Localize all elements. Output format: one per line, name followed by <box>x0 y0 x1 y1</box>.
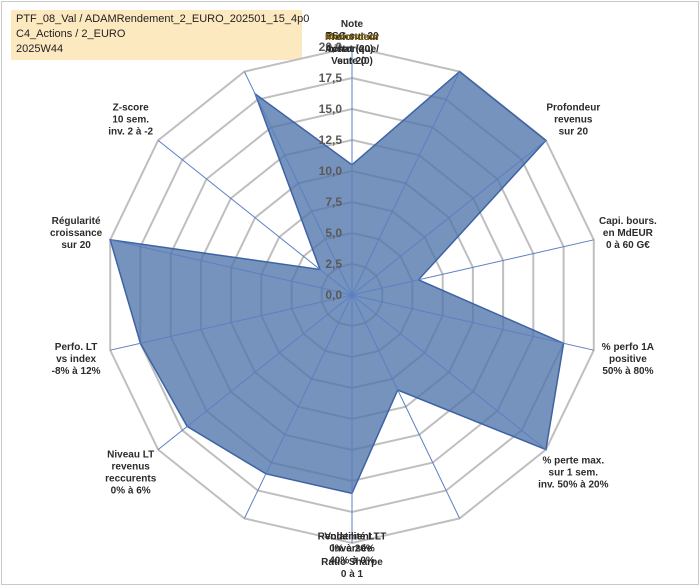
axis-label-2-line-2: sur 20 <box>559 127 589 138</box>
axis-spoke-11 <box>110 239 353 296</box>
axis-label-12: Z-score 10 sem. inv. 2 à -2 <box>108 103 153 138</box>
axis-label-13-line-1: Achat (20) / <box>325 44 379 55</box>
axis-label-3-line-2: 0 à 60 G€ <box>606 240 650 251</box>
axis-label-4-line-2: 50% à 80% <box>602 366 653 377</box>
axis-label-4: % perfo 1A positive 50% à 80% <box>602 342 654 377</box>
axis-label-5: % perte max. sur 1 sem. inv. 50% à 20% <box>538 455 609 490</box>
axis-label-2-line-0: Profondeur <box>546 103 600 114</box>
axis-spoke-12 <box>157 140 353 296</box>
axis-spoke-1 <box>351 71 461 296</box>
axis-spoke-6 <box>351 294 461 519</box>
axis-label-5-line-0: % perte max. <box>542 455 604 466</box>
axis-label-9-line-0: Niveau LT <box>107 449 154 460</box>
tick-label-2: 5,0 <box>325 226 342 240</box>
axis-label-0: Note ESG sur 20 <box>325 19 379 42</box>
tick-label-5: 12,5 <box>319 133 343 147</box>
chart-title-box: PTF_08_Val / ADAMRendement_2_EURO_202501… <box>11 10 309 60</box>
axis-label-7: Ratio Sharpe 0 à 1 <box>321 557 383 580</box>
tick-label-4: 10,0 <box>319 164 343 178</box>
axis-label-13: Momentum Achat (20) / Vente (0) <box>325 32 379 67</box>
axis-label-8: Rendement LT 0% à 20% <box>318 531 387 554</box>
axis-label-11-line-0: Régularité <box>52 216 101 227</box>
axis-label-3-line-0: Capi. bours. <box>599 216 657 227</box>
axis-label-0-line-0: Note <box>341 19 364 30</box>
axis-spoke-9 <box>157 294 353 450</box>
axis-label-6-line-2: 40% à 0% <box>329 555 375 566</box>
axis-label-13-line-2: Vente (0) <box>331 56 373 67</box>
axis-label-11-line-2: sur 20 <box>61 240 91 251</box>
axis-spoke-2 <box>351 140 547 296</box>
axis-label-8-line-1: 0% à 20% <box>329 543 375 554</box>
axis-label-6: Volatilité LT inversée 40% à 0% <box>324 531 379 566</box>
axis-label-5-line-1: sur 1 sem. <box>549 467 599 478</box>
axis-label-9-line-3: 0% à 6% <box>111 485 151 496</box>
axis-label-6-line-0: Volatilité LT <box>324 531 379 542</box>
axis-label-3-line-1: en MdEUR <box>603 228 654 239</box>
axis-spoke-8 <box>243 294 353 519</box>
axis-label-1-line-0: Profondeur <box>325 32 379 43</box>
tick-label-0: 0,0 <box>325 288 342 302</box>
axis-label-12-line-2: inv. 2 à -2 <box>108 127 153 138</box>
axis-spoke-5 <box>351 294 547 450</box>
axis-label-1: Profondeur historique sur 20 <box>325 32 379 67</box>
tick-label-3: 7,5 <box>325 195 342 209</box>
axis-label-1-line-1: historique <box>328 44 377 55</box>
axis-label-6-line-1: inversée <box>332 543 373 554</box>
axis-label-9: Niveau LT revenus reccurents 0% à 6% <box>105 449 157 496</box>
axis-label-12-line-1: 10 sem. <box>112 115 149 126</box>
axis-label-7-line-1: 0 à 1 <box>341 569 364 580</box>
axis-label-4-line-1: positive <box>609 354 647 365</box>
tick-label-7: 17,5 <box>319 71 343 85</box>
axis-spoke-13 <box>243 71 353 296</box>
axis-label-2: Profondeur revenus sur 20 <box>546 103 600 138</box>
axis-label-10-line-1: vs index <box>56 354 96 365</box>
tick-label-8: 20,0 <box>319 40 343 54</box>
tick-label-6: 15,0 <box>319 102 343 116</box>
axis-label-13-line-0: Momentum <box>325 32 378 43</box>
axis-label-11: Régularité croissance sur 20 <box>50 216 103 251</box>
axis-label-2-line-1: revenus <box>554 115 593 126</box>
axis-label-8-line-0: Rendement LT <box>318 531 387 542</box>
axis-spoke-3 <box>351 239 594 296</box>
axis-label-10-line-0: Perfo. LT <box>55 342 98 353</box>
chart-title-line-3: 2025W44 <box>16 43 64 55</box>
axis-label-12-line-0: Z-score <box>113 103 150 114</box>
axis-label-3: Capi. bours. en MdEUR 0 à 60 G€ <box>599 216 657 251</box>
chart-title-line-1: PTF_08_Val / ADAMRendement_2_EURO_202501… <box>16 13 310 25</box>
axis-label-4-line-0: % perfo 1A <box>602 342 654 353</box>
axis-label-11-line-1: croissance <box>50 228 103 239</box>
tick-label-1: 2,5 <box>325 257 342 271</box>
axis-label-9-line-1: revenus <box>112 461 151 472</box>
chart-title-line-2: C4_Actions / 2_EURO <box>16 28 126 40</box>
axis-label-7-line-0: Ratio Sharpe <box>321 557 383 568</box>
axis-label-1-line-2: sur 20 <box>337 56 367 67</box>
axis-label-9-line-2: reccurents <box>105 473 157 484</box>
axis-label-5-line-2: inv. 50% à 20% <box>538 479 609 490</box>
axis-label-10-line-2: -8% à 12% <box>52 366 101 377</box>
axis-label-0-line-1: ESG sur 20 <box>325 31 379 42</box>
axis-spoke-4 <box>351 294 594 351</box>
axis-spoke-10 <box>110 294 353 351</box>
axis-label-10: Perfo. LT vs index -8% à 12% <box>52 342 101 377</box>
